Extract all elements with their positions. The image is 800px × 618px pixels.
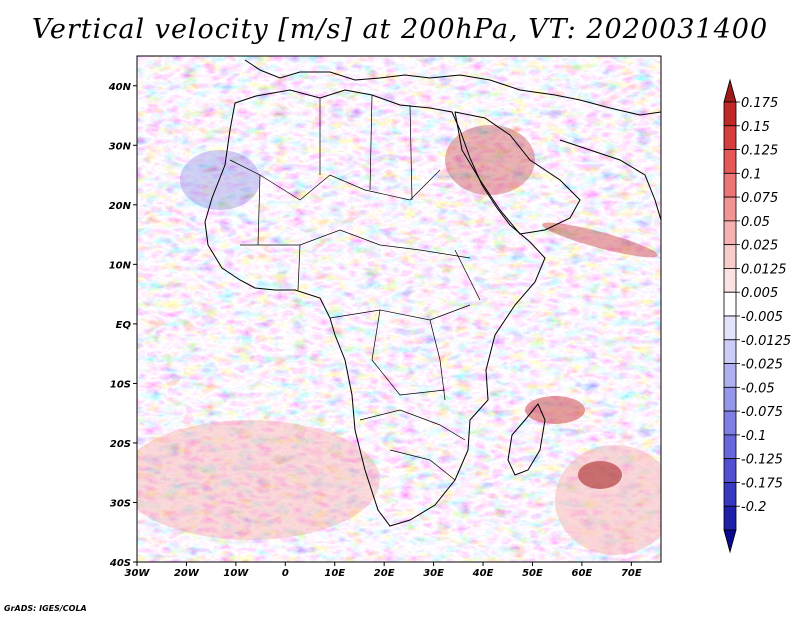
colorbar-swatch (723, 363, 737, 388)
map-axes: 30W 20W 10W 0 10E 20E 30E 40E 50E 60E 70E 40N 30N 20N… (108, 82, 642, 579)
lat-tick-label: 40N (108, 82, 132, 93)
colorbar-swatch-bottom (723, 529, 737, 554)
lon-tick-label: 20W (174, 568, 200, 579)
lon-tick-label: 10E (324, 568, 345, 579)
colorbar-swatch (723, 172, 737, 198)
map-title: Vertical velocity [m/s] at 200hPa, VT: 2… (31, 14, 769, 45)
lon-tick-label: 70E (621, 568, 642, 579)
colorbar-label: 0.05 (741, 215, 770, 230)
colorbar-swatch (723, 410, 737, 436)
colorbar-label: 0.175 (741, 96, 778, 111)
lat-tick-label: 40S (109, 558, 131, 569)
lat-tick-label: 20S (110, 439, 131, 450)
lon-tick-label: 60E (572, 568, 593, 579)
colorbar-label: -0.005 (741, 310, 783, 325)
colorbar-label: -0.1 (741, 429, 766, 444)
colorbar-label: 0.15 (741, 120, 770, 135)
colorbar-swatch (723, 434, 737, 460)
footer-credit: GrADS: IGES/COLA (4, 604, 87, 613)
coastlines (204, 59, 661, 527)
colorbar-swatch (723, 149, 737, 174)
colorbar-swatch (723, 125, 737, 150)
colorbar-swatch (723, 196, 737, 222)
colorbar-label: -0.2 (741, 500, 766, 515)
lat-tick-label: 30S (110, 498, 131, 509)
colorbar-swatch (723, 220, 737, 246)
lon-tick-label: 50E (522, 568, 543, 579)
colorbar-swatch (723, 268, 737, 293)
lat-tick-label: 10S (110, 379, 131, 390)
lon-tick-label: 0 (282, 568, 289, 579)
colorbar: 0.175 0.15 0.125 0.1 0.075 0.05 0.025 0.0125 0.0… (723, 78, 791, 554)
lat-tick-label: 10N (109, 260, 132, 271)
colorbar-swatch (723, 101, 737, 127)
colorbar-label: 0.125 (741, 144, 778, 159)
colorbar-swatch (723, 386, 737, 412)
colorbar-swatch (723, 505, 737, 531)
colorbar-swatch (723, 458, 737, 483)
lon-tick-label: 20E (374, 568, 395, 579)
colorbar-swatch (723, 339, 737, 364)
colorbar-label: 0.005 (741, 286, 778, 301)
lon-tick-label: 30W (125, 568, 151, 579)
colorbar-label: -0.125 (741, 453, 783, 468)
vertical-velocity-field (137, 56, 661, 562)
colorbar-label: 0.075 (741, 191, 778, 206)
colorbar-label: -0.025 (741, 358, 783, 373)
lat-tick-label: 20N (109, 201, 132, 212)
colorbar-label: -0.05 (741, 381, 775, 396)
map-frame (136, 55, 662, 563)
colorbar-swatch-top (723, 78, 737, 103)
colorbar-label: 0.0125 (741, 262, 787, 277)
lat-tick-label: 30N (109, 141, 132, 152)
colorbar-swatch (723, 291, 737, 317)
colorbar-swatch (723, 482, 737, 507)
lon-tick-label: 10W (223, 568, 249, 579)
colorbar-label: -0.0125 (741, 334, 791, 349)
lon-tick-label: 30E (423, 568, 444, 579)
country-borders (229, 94, 481, 481)
colorbar-swatch (723, 244, 737, 269)
lon-tick-label: 40E (472, 568, 494, 579)
colorbar-label: -0.175 (741, 476, 783, 491)
colorbar-label: -0.075 (741, 405, 783, 420)
colorbar-label: 0.1 (741, 167, 762, 182)
lat-tick-label: EQ (116, 320, 132, 331)
colorbar-label: 0.025 (741, 239, 778, 254)
colorbar-swatch (723, 315, 737, 341)
